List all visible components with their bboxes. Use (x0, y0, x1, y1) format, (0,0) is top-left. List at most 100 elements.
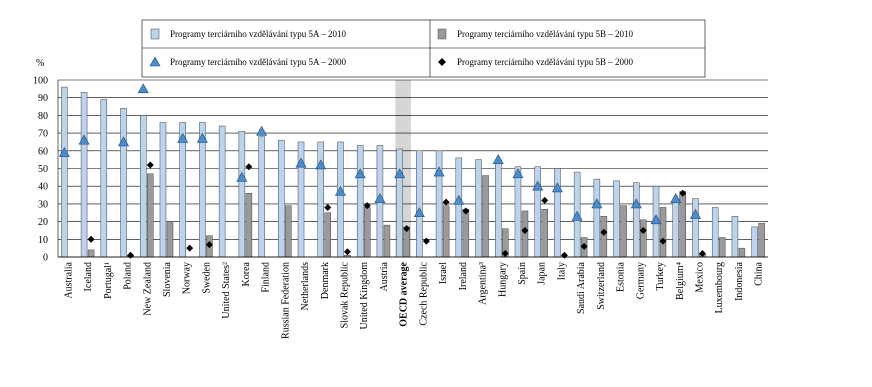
diamond-marker (127, 251, 135, 259)
x-tick-label: New Zealand (142, 262, 153, 316)
bar (620, 205, 627, 258)
diamond-marker (146, 161, 154, 169)
diamond-marker (501, 249, 509, 257)
diamond-marker (245, 163, 253, 171)
bar (455, 157, 463, 258)
triangle-marker (256, 125, 268, 136)
bar (120, 108, 127, 258)
bar (442, 205, 450, 258)
bar (324, 212, 331, 258)
triangle-marker (551, 182, 563, 193)
y-tick-label: 20 (38, 217, 48, 228)
x-tick-label: Finland (261, 262, 272, 293)
bar (258, 136, 265, 258)
bar (80, 92, 88, 258)
triangle-marker (571, 210, 583, 221)
y-axis-label: % (36, 58, 44, 69)
triangle-marker (334, 185, 346, 196)
legend-swatch (150, 28, 160, 40)
bar (758, 223, 765, 258)
x-tick-label: Turkey (655, 262, 666, 291)
bar (541, 208, 548, 258)
diamond-marker (659, 237, 667, 245)
bar (751, 226, 758, 258)
x-tick-label: Estonia (616, 261, 627, 292)
triangle-marker (689, 208, 701, 219)
bar (100, 99, 108, 258)
x-tick-label: Mexico (694, 262, 705, 293)
bar (521, 210, 529, 258)
y-tick-label: 50 (38, 164, 48, 175)
diamond-marker (186, 244, 194, 252)
bar (593, 178, 601, 258)
triangle-marker (433, 166, 445, 177)
x-tick-label: Spain (517, 262, 528, 285)
triangle-marker (591, 198, 603, 209)
x-tick-label: Germany (635, 262, 646, 299)
x-tick-label: Hungary (497, 262, 508, 297)
x-tick-label: Austria (379, 261, 390, 291)
triangle-marker (492, 154, 504, 164)
diamond-marker (324, 203, 332, 211)
diamond-marker (541, 196, 549, 204)
y-tick-label: 40 (38, 182, 48, 193)
x-tick-label: Norway (182, 262, 193, 294)
bar (600, 216, 608, 258)
bar (495, 159, 502, 258)
x-tick-label: China (754, 261, 765, 285)
x-tick-label: Czech Republic (418, 261, 429, 325)
x-tick-label: Netherlands (300, 262, 311, 310)
bar (166, 221, 174, 258)
bar (672, 200, 679, 258)
legend-label: Programy terciárního vzdělávání typu 5B … (457, 57, 633, 67)
legend-swatch (149, 56, 161, 67)
diamond-marker (363, 202, 371, 210)
bar (61, 86, 68, 258)
x-tick-label: Switzerland (596, 262, 607, 310)
bar (238, 131, 246, 258)
y-tick-label: 70 (38, 129, 48, 140)
bar (356, 145, 364, 258)
triangle-marker (374, 192, 386, 203)
legend-label: Programy terciárního vzdělávání typu 5A … (170, 57, 346, 67)
diamond-marker (560, 251, 568, 259)
triangle-marker (58, 146, 70, 157)
bar (159, 122, 167, 258)
diamond-marker (442, 198, 450, 206)
bar (416, 150, 423, 258)
triangle-marker (315, 159, 327, 170)
diamond-marker (462, 207, 470, 215)
x-tick-label: Poland (123, 262, 134, 290)
triangle-marker (532, 180, 544, 191)
bar (363, 207, 371, 258)
x-tick-label: Portugal¹ (103, 262, 114, 299)
triangle-marker (650, 214, 662, 225)
diamond-marker (422, 237, 430, 245)
triangle-marker (512, 168, 524, 179)
x-tick-label: Iceland (83, 262, 94, 291)
triangle-marker (177, 132, 189, 143)
triangle-marker (295, 157, 307, 168)
diamond-marker (87, 235, 95, 243)
x-tick-label: United Kingdom (359, 262, 370, 330)
x-tick-label: Indonesia (734, 261, 745, 300)
bar (396, 148, 403, 258)
bar (462, 208, 470, 258)
bar (731, 216, 739, 258)
x-tick-label: Argentina³ (478, 262, 489, 305)
legend-swatch (438, 58, 446, 66)
legend-frame (141, 19, 706, 78)
diamond-marker (600, 228, 608, 236)
bar (613, 180, 620, 258)
bar (337, 141, 344, 258)
diamond-marker (698, 249, 706, 257)
bar (87, 249, 95, 258)
triangle-marker (137, 83, 149, 94)
x-tick-label: OECD average (399, 261, 410, 326)
bar (534, 166, 541, 258)
y-tick-label: 100 (33, 76, 48, 87)
diamond-marker (521, 226, 529, 234)
triangle-marker (78, 134, 90, 145)
triangle-marker (236, 171, 248, 182)
